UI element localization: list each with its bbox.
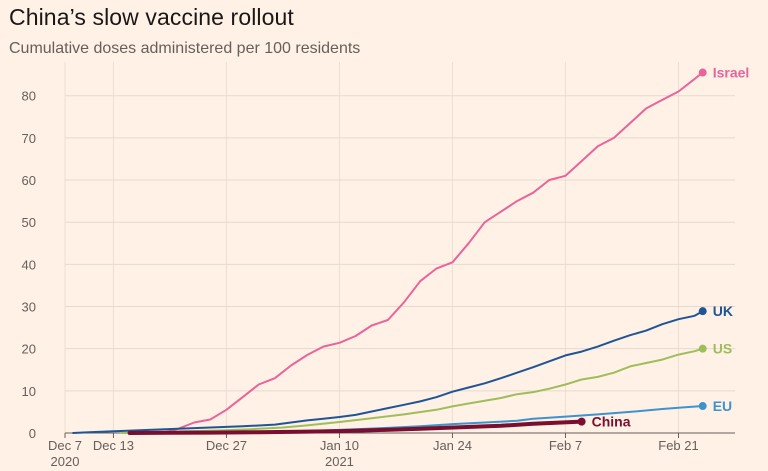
x-tick-label: Feb 7 [549, 438, 582, 453]
series-label-uk: UK [713, 303, 733, 319]
series-line-israel [160, 71, 704, 434]
y-tick-label: 40 [22, 257, 36, 272]
series-line-us [120, 347, 704, 434]
series-line-uk [72, 310, 704, 434]
series-end-marker-israel [698, 68, 707, 77]
series-line-china [127, 419, 584, 435]
x-tick-label: Feb 21 [658, 438, 698, 453]
y-tick-label: 50 [22, 215, 36, 230]
series-label-us: US [713, 341, 732, 357]
x-tick-label: Jan 24 [433, 438, 472, 453]
series-end-marker-us [698, 344, 707, 353]
x-tick-label: Jan 10 [320, 438, 359, 453]
chart-subtitle: Cumulative doses administered per 100 re… [9, 40, 361, 57]
x-tick-label: Dec 13 [93, 438, 134, 453]
y-tick-label: 80 [22, 89, 36, 104]
series-end-marker-uk [698, 307, 707, 316]
x-tick-sublabel: 2021 [325, 454, 354, 469]
label-layer: Israel UK US EU China [577, 65, 750, 430]
y-tick-label: 30 [22, 300, 36, 315]
series-label-china: China [592, 414, 631, 430]
series-end-marker-eu [698, 402, 707, 411]
series-end-marker-china [577, 417, 586, 426]
y-tick-label: 60 [22, 173, 36, 188]
y-tick-label: 20 [22, 342, 36, 357]
x-tick-sublabel: 2020 [51, 454, 80, 469]
y-tick-label: 0 [29, 426, 36, 441]
chart-title: China’s slow vaccine rollout [9, 4, 294, 30]
x-tick-label: Dec 7 [48, 438, 82, 453]
x-tick-label: Dec 27 [206, 438, 247, 453]
y-tick-label: 70 [22, 131, 36, 146]
series-label-israel: Israel [713, 65, 750, 81]
y-tick-label: 10 [22, 384, 36, 399]
series-layer [72, 71, 704, 435]
series-label-eu: EU [713, 398, 732, 414]
